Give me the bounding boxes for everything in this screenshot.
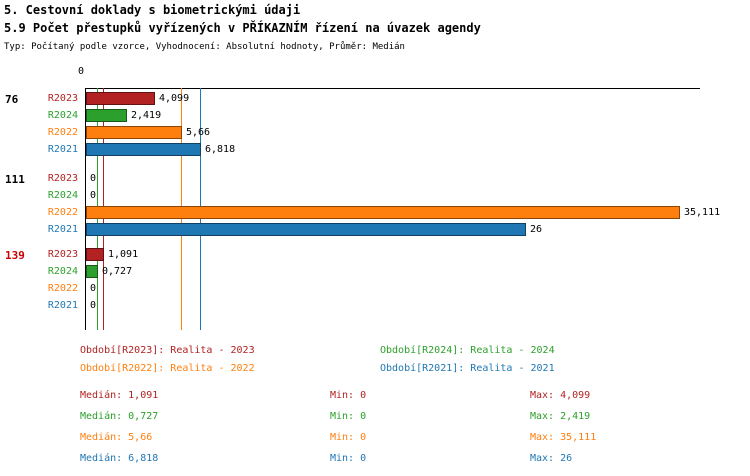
stat-min-r2023: Min: 0: [330, 390, 367, 401]
bar-series-label: R2023: [47, 173, 78, 184]
legend-item-r2022: Období[R2022]: Realita - 2022: [80, 363, 255, 374]
bar-series-label: R2022: [47, 127, 78, 138]
bar-series-label: R2021: [47, 144, 78, 155]
legend-item-r2024: Období[R2024]: Realita - 2024: [380, 345, 555, 356]
legend-item-r2021: Období[R2021]: Realita - 2021: [380, 363, 555, 374]
bar-value-label: 4,099: [159, 93, 190, 104]
bar-series-label: R2021: [47, 300, 78, 311]
page-title: 5. Cestovní doklady s biometrickými údaj…: [4, 3, 301, 17]
bar: [86, 92, 155, 105]
stat-max-r2022: Max: 35,111: [530, 432, 597, 443]
stat-max-r2023: Max: 4,099: [530, 390, 591, 401]
stat-median-r2022: Medián: 5,66: [80, 432, 153, 443]
plot-area: 0 76 R2023 4,099 R2024 2,419 R2022 5,66 R2021 6,8…: [0, 64, 750, 336]
bar-series-label: R2023: [47, 249, 78, 260]
bar-value-label: 0: [90, 173, 97, 184]
bar-series-label: R2022: [47, 207, 78, 218]
bar: [86, 248, 104, 261]
bar-series-label: R2024: [47, 190, 78, 201]
bar-series-label: R2024: [47, 266, 78, 277]
stat-min-r2024: Min: 0: [330, 411, 367, 422]
x-axis-line: [85, 88, 700, 89]
bar-value-label: 0: [90, 300, 97, 311]
bar-series-label: R2021: [47, 224, 78, 235]
group-label: 76: [5, 93, 19, 106]
axis-zero-label: 0: [78, 66, 85, 77]
y-axis-line: [85, 88, 86, 330]
group-label: 111: [5, 173, 25, 186]
stat-median-r2023: Medián: 1,091: [80, 390, 159, 401]
bar-value-label: 5,66: [186, 127, 211, 138]
stat-max-r2021: Max: 26: [530, 453, 573, 464]
group-label: 139: [5, 249, 25, 262]
legend-item-r2023: Období[R2023]: Realita - 2023: [80, 345, 255, 356]
bar-value-label: 35,111: [684, 207, 721, 218]
bar-value-label: 26: [530, 224, 543, 235]
bar-value-label: 0: [90, 283, 97, 294]
stat-min-r2021: Min: 0: [330, 453, 367, 464]
bar: [86, 109, 127, 122]
chart-title: 5.9 Počet přestupků vyřízených v PŘÍKAZN…: [4, 21, 481, 35]
bar-value-label: 6,818: [205, 144, 236, 155]
stat-median-r2021: Medián: 6,818: [80, 453, 159, 464]
stat-max-r2024: Max: 2,419: [530, 411, 591, 422]
bar-series-label: R2023: [47, 93, 78, 104]
bar: [86, 223, 526, 236]
bar: [86, 143, 201, 156]
bar-value-label: 0,727: [102, 266, 133, 277]
bar: [86, 126, 182, 139]
bar-series-label: R2022: [47, 283, 78, 294]
chart-subtitle: Typ: Počítaný podle vzorce, Vyhodnocení:…: [4, 42, 405, 52]
stat-median-r2024: Medián: 0,727: [80, 411, 159, 422]
bar-value-label: 0: [90, 190, 97, 201]
bar: [86, 206, 680, 219]
bar-value-label: 2,419: [131, 110, 162, 121]
stat-min-r2022: Min: 0: [330, 432, 367, 443]
bar: [86, 265, 98, 278]
bar-value-label: 1,091: [108, 249, 139, 260]
bar-series-label: R2024: [47, 110, 78, 121]
